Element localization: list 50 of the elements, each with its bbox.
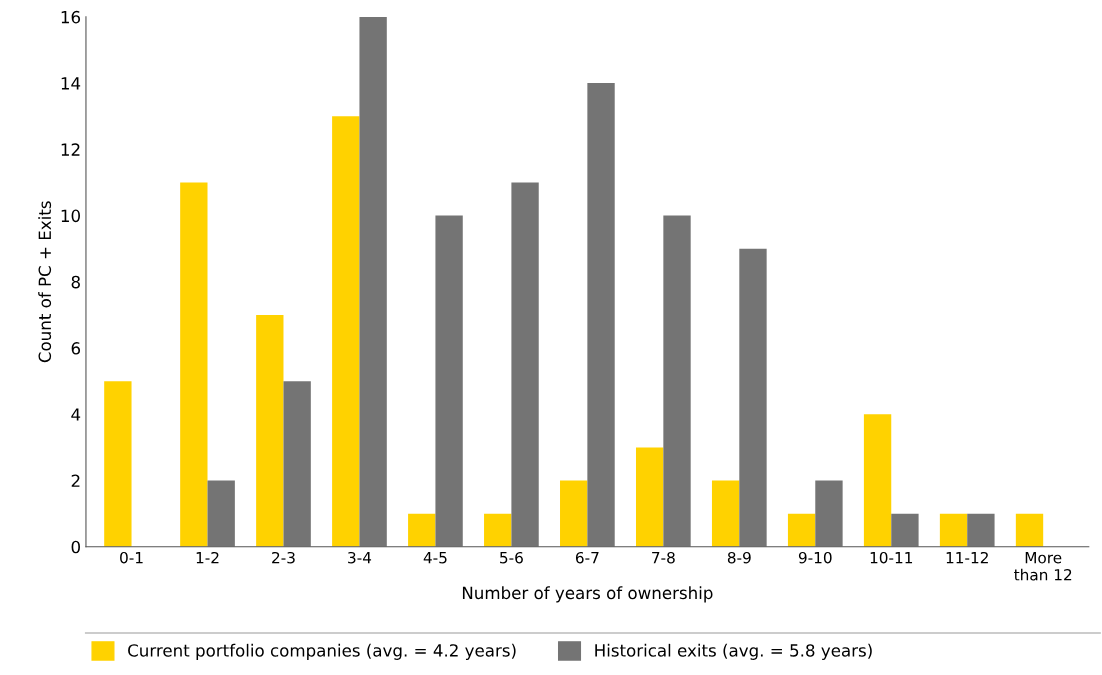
y-tick-label: 8 [71, 275, 80, 289]
bar [104, 381, 132, 547]
bar [180, 182, 208, 547]
y-axis-title: Count of PC + Exits [38, 201, 52, 363]
x-tick-label: 4-5 [423, 552, 447, 564]
legend-label: Current portfolio companies (avg. = 4.2 years) [128, 643, 516, 660]
y-tick-label: 2 [71, 474, 80, 487]
bar [891, 513, 919, 547]
x-tick-label: 8-9 [727, 551, 751, 564]
y-tick-label: 14 [61, 77, 81, 90]
bar [408, 513, 436, 547]
bar [484, 513, 512, 547]
x-tick-label: 3-4 [348, 551, 372, 564]
x-tick-label: 10-11 [870, 551, 913, 564]
bar [332, 116, 360, 547]
bar [283, 381, 311, 547]
bar [739, 248, 767, 547]
bar [511, 182, 539, 547]
x-tick-label: 11-12 [946, 551, 988, 564]
y-tick-label: 16 [61, 10, 81, 24]
x-tick-label: 1-2 [196, 551, 219, 564]
bar [256, 314, 284, 547]
bar [207, 480, 235, 547]
bar [815, 480, 843, 547]
y-tick-label: 0 [71, 540, 80, 554]
bar [560, 480, 588, 547]
x-tick-label: 7-8 [652, 551, 675, 564]
x-tick-label: More than 12 [1014, 552, 1072, 581]
bar [663, 215, 691, 547]
x-tick-label: 6-7 [575, 551, 599, 564]
x-tick-label: 2-3 [272, 551, 295, 564]
y-tick-label: 6 [71, 342, 81, 355]
bar [787, 513, 816, 547]
bar [711, 480, 740, 547]
bar [967, 513, 995, 547]
bar [939, 513, 968, 547]
bar [863, 414, 892, 547]
bar [587, 83, 615, 547]
bar [635, 447, 664, 547]
legend-label: Historical exits (avg. = 5.8 years) [595, 643, 872, 660]
y-tick-label: 12 [61, 143, 80, 156]
x-tick-label: 5-6 [500, 551, 523, 564]
bar [359, 16, 387, 547]
bar [435, 215, 463, 547]
x-tick-label: 9-10 [798, 551, 832, 564]
x-tick-label: 0-1 [120, 551, 143, 564]
bar [1015, 513, 1044, 547]
y-tick-label: 10 [61, 209, 80, 223]
x-axis-title: Number of years of ownership [462, 586, 713, 603]
y-tick-label: 4 [71, 408, 81, 421]
